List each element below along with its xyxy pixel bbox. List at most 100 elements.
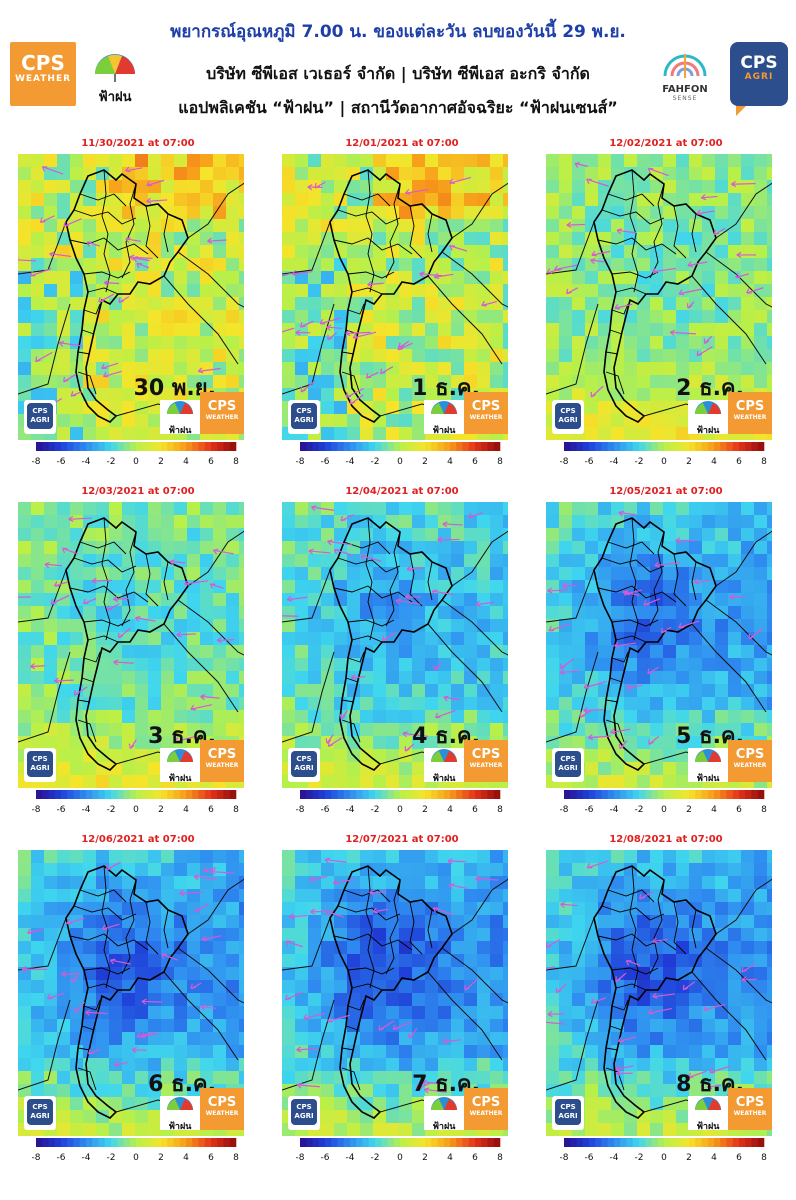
map-cell [702,593,716,607]
color-scale-segment [714,1138,721,1147]
map-cell [18,684,32,698]
map-cell [650,580,664,594]
map-cell [213,658,227,672]
map-cell [624,167,638,181]
color-scale-segment [682,1138,690,1147]
map-cell [663,1045,677,1059]
map-cell [386,593,400,607]
map-cell [637,427,651,440]
map-cell [18,567,32,581]
map-cell [650,232,664,246]
map-cell [109,401,123,415]
color-scale-segment [614,790,621,799]
wind-arrow [339,710,348,720]
map-cell [412,993,426,1007]
map-cell [187,515,201,529]
map-cell [767,336,772,350]
province-boundary [611,651,629,663]
map-cell [477,1032,491,1046]
map-cell [334,528,348,542]
map-cell [295,502,309,516]
map-cell [559,323,573,337]
map-cell [239,502,244,516]
map-cell [239,167,244,181]
color-scale-segment [720,1138,727,1147]
map-cell [546,736,560,750]
map-cell [611,762,625,776]
map-cell [148,850,162,864]
map-cell [148,863,162,877]
color-scale-segment [651,790,659,799]
map-cell [598,889,612,903]
map-cell [754,167,768,181]
map-cell [109,541,123,555]
map-cell [122,941,136,955]
map-cell [559,1045,573,1059]
map-cell [70,580,84,594]
fahfon-small-logo-text: ฟ้าฝน [696,426,720,436]
map-cell [477,863,491,877]
map-cell [650,297,664,311]
color-scale-segment [475,1138,482,1147]
map-cell [438,684,452,698]
color-scale-segment [487,1138,495,1147]
wind-arrow [560,658,574,670]
map-cell [226,1032,240,1046]
map-cell [347,206,361,220]
map-cell [477,632,491,646]
map-cell [334,502,348,516]
map-cell [503,593,508,607]
map-cell [334,889,348,903]
wind-arrow [615,1064,634,1071]
map-cell [611,954,625,968]
color-scale-segment [450,790,457,799]
map-cell [373,1097,387,1111]
map-cell [503,671,508,685]
map-cell [347,606,361,620]
province-boundary [73,557,137,573]
map-cell [386,762,400,776]
map-cell [135,1058,149,1072]
thailand-outline [65,169,189,423]
map-cell [490,632,504,646]
map-cell [148,245,162,259]
country-border [546,221,595,275]
map-cell [650,1084,664,1098]
map-cell [559,245,573,259]
map-cell [767,1058,772,1072]
cps-weather-small-logo: CPS WEATHER [464,392,508,434]
color-scale-tick: 4 [711,1153,717,1163]
map-cell [490,528,504,542]
map-cell [347,219,361,233]
color-scale-segment [98,442,106,451]
map-cell [399,980,413,994]
map-cell [122,762,136,776]
temperature-anomaly-map [18,154,244,440]
map-cell [334,775,348,788]
cps-weather-small-logo: CPS WEATHER [200,392,244,434]
map-cell [200,1058,214,1072]
map-cell [321,206,335,220]
color-scale-segment [318,1138,326,1147]
map-cell [503,889,508,903]
map-cell [767,632,772,646]
map-cell [503,284,508,298]
map-cell [477,567,491,581]
map-cell [399,1045,413,1059]
map-cell [18,336,32,350]
map-cell [31,375,45,389]
map-cell [438,658,452,672]
map-cell [282,671,296,685]
map-cell [503,902,508,916]
map-cell [464,567,478,581]
map-cell [715,1032,729,1046]
map-cell [438,515,452,529]
map-cell [767,941,772,955]
wind-arrow [654,561,681,568]
country-border [282,917,331,971]
province-boundary [365,517,375,641]
color-scale-segment [564,442,571,451]
map-cell [200,541,214,555]
map-cell [611,697,625,711]
map-cell [226,362,240,376]
